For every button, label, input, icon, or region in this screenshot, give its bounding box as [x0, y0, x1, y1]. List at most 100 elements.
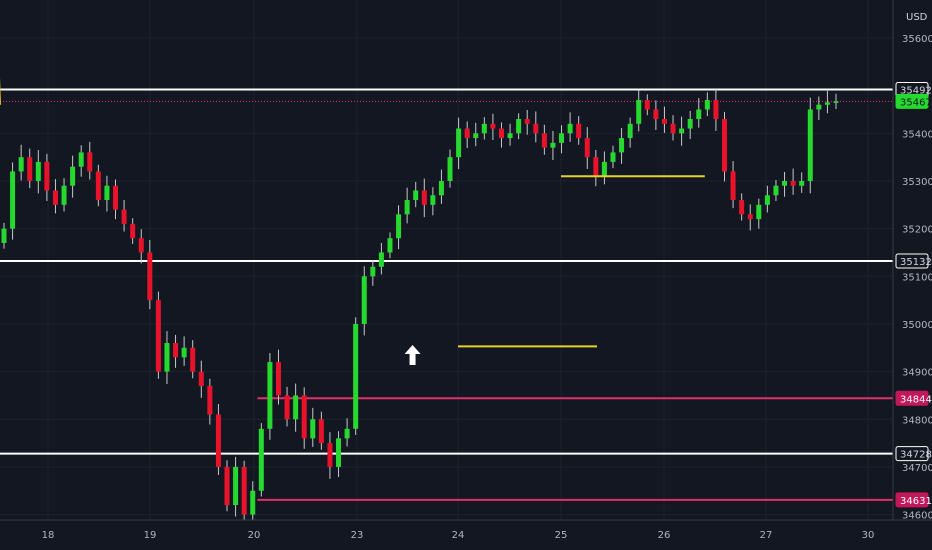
candle-body — [816, 104, 822, 110]
price-badge — [895, 390, 929, 406]
price-badge — [895, 93, 929, 109]
candle-body — [576, 123, 582, 139]
candle-body — [155, 300, 161, 372]
candle-body — [516, 119, 522, 134]
candle-body — [824, 102, 830, 105]
candle-body — [601, 161, 607, 177]
candle-body — [413, 190, 419, 201]
candle-body — [679, 128, 685, 134]
candle-body — [267, 362, 273, 429]
candle-body — [138, 238, 144, 253]
price-badge — [895, 492, 929, 508]
price-tick-label: 35000 — [902, 320, 932, 331]
candle-body — [310, 419, 316, 439]
time-tick-label: 18 — [42, 530, 55, 541]
candle-body — [61, 185, 67, 205]
candle-body — [764, 195, 770, 205]
candle-body — [1, 228, 7, 243]
candle-body — [704, 99, 710, 110]
price-axis[interactable]: 35600 35400 35300 35200 35100 35000 34900 34800… — [892, 0, 932, 522]
candle-body — [10, 171, 16, 229]
candle-body — [507, 133, 513, 139]
candle-body — [696, 109, 702, 120]
candle-body — [490, 123, 496, 129]
candle-body — [27, 157, 33, 181]
horizontal-lines-layer — [0, 88, 893, 501]
candle-body — [619, 138, 625, 153]
candle-body — [661, 119, 667, 124]
time-axis[interactable]: 18 19 20 23 24 25 26 27 30 — [0, 519, 932, 550]
candle-body — [524, 119, 530, 124]
chart-grid — [0, 0, 893, 520]
time-tick-label: 20 — [248, 530, 261, 541]
candle-body — [533, 123, 539, 134]
candle-body — [627, 123, 633, 139]
candle-body — [550, 142, 556, 148]
candle-body — [78, 152, 84, 167]
candle-body — [181, 347, 187, 358]
candle-body — [670, 123, 676, 134]
candle-body — [584, 138, 590, 158]
price-badge-label: 34631 — [900, 496, 932, 507]
candle-body — [275, 362, 281, 396]
candle-body — [721, 119, 727, 172]
price-tick-label: 35100 — [902, 272, 932, 283]
candle-body — [756, 204, 762, 220]
price-tick-label: 35400 — [902, 129, 932, 140]
candle-body — [318, 419, 324, 444]
candle-body — [35, 161, 41, 181]
price-badge-label: 35467 — [900, 97, 932, 108]
candle-body — [747, 214, 753, 220]
up-arrow-icon — [404, 344, 421, 365]
candle-body — [782, 180, 788, 186]
candle-body — [644, 99, 650, 110]
candle-body — [447, 157, 453, 181]
candle-body — [44, 161, 50, 191]
price-tick-label: 34700 — [902, 463, 932, 474]
candle-body — [258, 428, 264, 491]
candle-body — [70, 166, 76, 186]
candle-body — [713, 99, 719, 120]
candle-body — [52, 190, 58, 205]
price-tick-label: 34900 — [902, 368, 932, 379]
candle-body — [610, 152, 616, 162]
candle-body — [327, 443, 333, 467]
candle-body — [18, 157, 24, 172]
candle-body — [807, 109, 813, 181]
candle-body — [370, 266, 376, 277]
price-badge-label: 34728 — [900, 450, 932, 461]
candle-body — [233, 466, 239, 506]
candle-body — [293, 395, 299, 420]
time-tick-label: 24 — [452, 530, 465, 541]
candle-body — [593, 157, 599, 177]
candle-body — [541, 133, 547, 148]
price-badge — [895, 446, 929, 462]
candle-body — [147, 252, 153, 301]
candle-body — [121, 209, 127, 224]
candle-body — [284, 395, 290, 420]
time-tick-label: 27 — [760, 530, 773, 541]
candle-body — [498, 128, 504, 139]
candle-body — [773, 185, 779, 196]
time-tick-label: 23 — [351, 530, 364, 541]
candle-body — [790, 180, 796, 186]
candle-body — [833, 101, 839, 103]
candle-body — [207, 385, 213, 415]
candle-body — [687, 119, 693, 129]
time-tick-label: 26 — [658, 530, 671, 541]
candle-body — [567, 123, 573, 134]
candle-body — [396, 214, 402, 239]
candle-body — [438, 180, 444, 196]
candle-body — [173, 343, 179, 358]
candle-body — [113, 185, 119, 210]
time-tick-label: 25 — [555, 530, 568, 541]
time-tick-label: 30 — [862, 530, 875, 541]
candles-layer — [1, 88, 839, 525]
candle-body — [130, 223, 136, 239]
candle-body — [473, 133, 479, 139]
candle-body — [361, 276, 367, 324]
price-tick-label: 35200 — [902, 225, 932, 236]
candle-body — [378, 252, 384, 267]
candle-body — [250, 490, 256, 515]
